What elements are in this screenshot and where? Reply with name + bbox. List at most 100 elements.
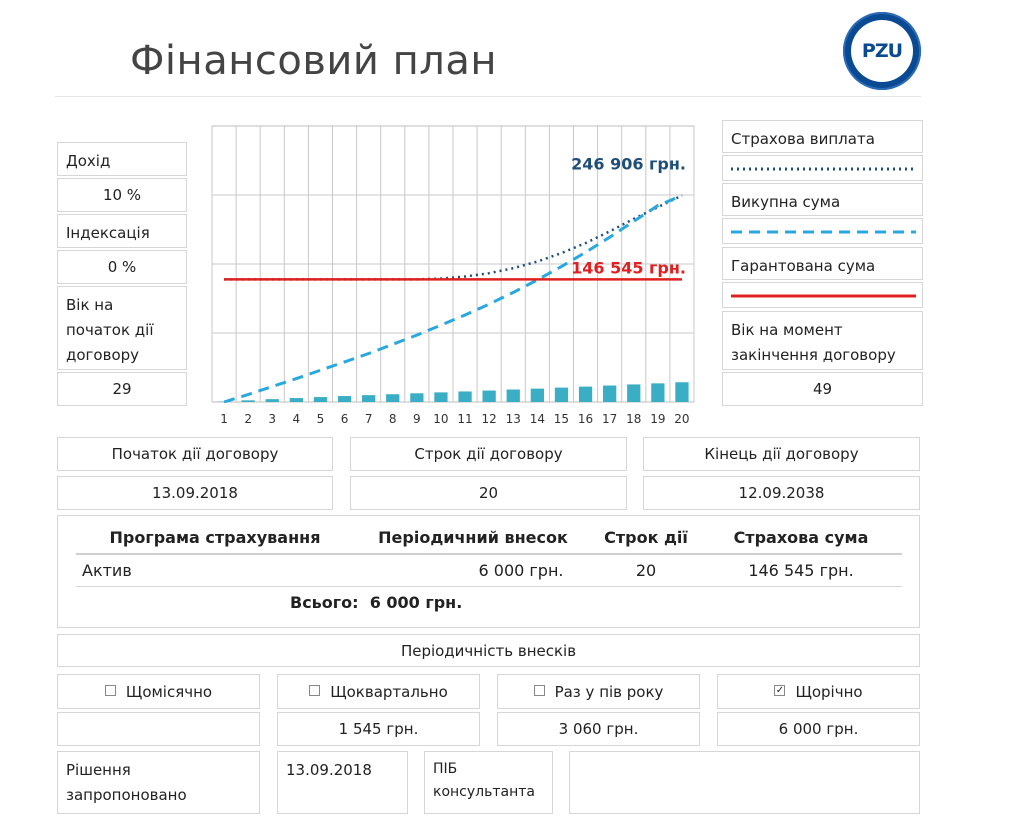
x-tick-label: 5	[317, 412, 325, 426]
legend-guaranteed-label: Гарантована сума	[722, 247, 923, 280]
chart-bar	[362, 395, 376, 402]
x-tick-label: 7	[365, 412, 373, 426]
indexation-label: Індексація	[57, 214, 187, 248]
x-tick-label: 2	[244, 412, 252, 426]
program-panel: Програма страхування Періодичний внесок …	[57, 515, 920, 628]
chart-bar	[651, 383, 665, 402]
option-value: 1 545 грн.	[277, 712, 480, 746]
contract-term-label: Строк дії договору	[350, 437, 627, 471]
age-end-label: Вік на момент закінчення договору	[722, 311, 923, 370]
x-tick-label: 18	[626, 412, 641, 426]
chart-bar	[554, 387, 569, 402]
decision-date: 13.09.2018	[277, 751, 408, 814]
indexation-value: 0 %	[57, 250, 187, 284]
contract-start-value: 13.09.2018	[57, 476, 333, 510]
header-divider	[55, 96, 921, 97]
x-tick-label: 6	[341, 412, 349, 426]
table-row: Актив 6 000 грн. 20 146 545 грн.	[76, 554, 902, 587]
total-row: Всього: 6 000 грн.	[290, 593, 462, 612]
option-value: 3 060 грн.	[497, 712, 700, 746]
table-cell: 6 000 грн.	[478, 561, 564, 580]
legend-surrender-swatch	[722, 218, 923, 244]
income-value: 10 %	[57, 178, 187, 212]
x-tick-label: 16	[578, 412, 593, 426]
x-tick-label: 4	[293, 412, 301, 426]
age-start-label: Вік на початок дії договору	[57, 286, 187, 370]
option-monthly[interactable]: Щомісячно	[57, 674, 260, 709]
chart-bar	[434, 392, 448, 402]
x-tick-label: 20	[674, 412, 689, 426]
option-quarterly[interactable]: Щоквартально	[277, 674, 480, 709]
x-tick-label: 12	[482, 412, 497, 426]
option-value: 6 000 грн.	[717, 712, 920, 746]
option-label: Щорічно	[795, 682, 863, 701]
x-tick-label: 1	[220, 412, 228, 426]
pzu-logo: PZU	[843, 12, 921, 90]
column-header: Періодичний внесок	[378, 528, 568, 547]
table-cell: 146 545 грн.	[748, 561, 854, 580]
legend-payout-swatch	[722, 155, 923, 181]
x-tick-label: 17	[602, 412, 617, 426]
option-label: Щомісячно	[125, 682, 213, 701]
total-label: Всього:	[290, 593, 359, 612]
x-tick-label: 10	[433, 412, 448, 426]
chart-bar	[289, 398, 303, 402]
age-end-value: 49	[722, 372, 923, 406]
contract-start-label: Початок дії договору	[57, 437, 333, 471]
income-label: Дохід	[57, 142, 187, 176]
x-tick-label: 9	[413, 412, 421, 426]
dashed-line-icon	[731, 230, 916, 234]
x-tick-label: 11	[457, 412, 472, 426]
solid-line-icon	[731, 294, 916, 298]
checkbox-annual[interactable]: ✓	[774, 685, 786, 696]
checkbox-monthly[interactable]	[104, 685, 116, 696]
chart-bar	[627, 384, 641, 402]
dotted-line-icon	[731, 167, 916, 171]
option-label: Раз у пів року	[554, 682, 664, 701]
chart-bar	[675, 382, 689, 402]
chart-bar	[578, 386, 593, 402]
x-tick-label: 14	[530, 412, 545, 426]
contract-end-value: 12.09.2038	[643, 476, 920, 510]
total-value: 6 000 грн.	[369, 593, 463, 612]
chart-bar	[410, 393, 424, 402]
legend-guaranteed-swatch	[722, 282, 923, 308]
option-label: Щоквартально	[330, 682, 448, 701]
consultant-value	[569, 751, 920, 814]
x-tick-label: 19	[650, 412, 665, 426]
chart-bar	[458, 391, 472, 402]
decision-label: Рішення запропоновано	[57, 751, 260, 814]
chart-bar	[482, 390, 496, 402]
table-cell: 20	[635, 561, 657, 580]
checkbox-quarterly[interactable]	[309, 685, 321, 696]
column-header: Страхова сума	[733, 528, 869, 547]
x-tick-label: 3	[268, 412, 276, 426]
chart-bar	[386, 394, 400, 402]
option-annual[interactable]: ✓ Щорічно	[717, 674, 920, 709]
table-cell: Актив	[82, 561, 132, 580]
x-tick-label: 13	[506, 412, 521, 426]
financial-chart: 246 906 грн.146 545 грн.1 2 3 4 5 6 7 8 9 10 11 12 1…	[211, 125, 695, 426]
column-header: Програма страхування	[109, 528, 321, 547]
chart-bar	[265, 399, 279, 402]
chart-bar	[313, 397, 328, 402]
chart-bar	[530, 388, 544, 402]
consultant-label: ПІБ консультанта	[424, 751, 553, 814]
column-header: Строк дії	[604, 528, 688, 547]
annotation-guaranteed: 146 545 грн.	[571, 258, 686, 277]
series-line-dotted	[224, 194, 683, 281]
contract-end-label: Кінець дії договору	[643, 437, 920, 471]
age-start-value: 29	[57, 372, 187, 406]
checkbox-semiannual[interactable]	[533, 685, 545, 696]
chart-bar	[337, 396, 352, 402]
annotation-max: 246 906 грн.	[571, 154, 686, 173]
chart-bar	[241, 400, 255, 402]
option-semiannual[interactable]: Раз у пів року	[497, 674, 700, 709]
x-tick-label: 15	[554, 412, 569, 426]
legend-payout-label: Страхова виплата	[722, 120, 923, 153]
series-line-dashed	[223, 194, 683, 404]
contract-term-value: 20	[350, 476, 627, 510]
legend-surrender-label: Викупна сума	[722, 183, 923, 216]
program-table: Програма страхування Періодичний внесок …	[76, 522, 902, 587]
periodicity-title: Періодичність внесків	[57, 634, 920, 667]
